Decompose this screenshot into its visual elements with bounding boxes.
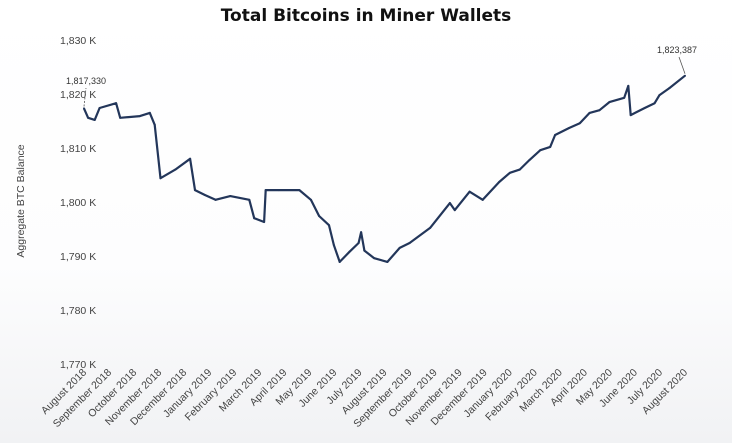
annotation-leader	[678, 56, 686, 74]
data-point	[653, 102, 656, 105]
data-point	[253, 217, 256, 220]
y-tick-label: 1,800 K	[60, 197, 96, 209]
data-point	[539, 149, 542, 152]
data-point	[98, 107, 101, 110]
data-point	[398, 246, 401, 249]
data-point	[159, 177, 162, 180]
data-point	[263, 220, 266, 223]
data-point	[481, 198, 484, 201]
data-point	[623, 96, 626, 99]
data-point	[138, 115, 141, 118]
y-axis-label: Aggregate BTC Balance	[15, 144, 27, 257]
data-point	[668, 87, 671, 90]
data-point	[549, 145, 552, 148]
data-point	[408, 242, 411, 245]
series-line	[82, 74, 686, 263]
data-point	[508, 171, 511, 174]
data-point	[627, 84, 630, 87]
annotation-label: 1,823,387	[657, 45, 697, 55]
y-tick-label: 1,820 K	[60, 89, 96, 101]
data-point	[318, 215, 321, 218]
data-point	[193, 189, 196, 192]
data-point	[684, 74, 686, 77]
data-point	[264, 189, 267, 192]
data-point	[115, 102, 118, 105]
data-point	[373, 257, 376, 260]
data-point	[554, 134, 557, 137]
data-point	[248, 198, 251, 201]
data-point	[498, 181, 501, 184]
data-point	[328, 224, 331, 227]
chart-title: Total Bitcoins in Miner Wallets	[221, 6, 512, 26]
data-point	[203, 193, 206, 196]
data-point	[357, 242, 360, 245]
data-point	[448, 202, 451, 205]
data-point	[148, 111, 151, 114]
data-point	[453, 209, 456, 212]
data-point	[93, 118, 96, 121]
data-point	[174, 168, 177, 171]
data-point	[588, 111, 591, 114]
data-point	[153, 123, 156, 126]
data-point	[363, 249, 366, 252]
data-point	[189, 157, 192, 160]
data-point	[629, 114, 632, 117]
data-point	[528, 158, 531, 161]
data-point	[598, 109, 601, 112]
data-point	[348, 250, 351, 253]
data-point	[332, 244, 335, 247]
data-point	[429, 226, 432, 229]
y-tick-label: 1,780 K	[60, 305, 96, 317]
data-point	[309, 198, 312, 201]
data-point	[83, 107, 85, 110]
data-point	[608, 101, 611, 104]
annotation-leader	[83, 87, 87, 107]
annotation-label: 1,817,330	[66, 76, 106, 86]
data-point	[386, 260, 389, 263]
data-point	[578, 122, 581, 125]
data-point	[468, 190, 471, 193]
y-tick-label: 1,810 K	[60, 143, 96, 155]
y-tick-label: 1,770 K	[60, 359, 96, 371]
data-point	[229, 195, 232, 198]
data-point	[338, 260, 341, 263]
data-point	[214, 198, 217, 201]
data-point	[119, 116, 122, 119]
data-point	[277, 189, 280, 192]
data-point	[87, 116, 90, 119]
data-point	[568, 127, 571, 130]
data-point	[298, 189, 301, 192]
data-point	[658, 94, 661, 97]
y-tick-label: 1,830 K	[60, 35, 96, 47]
data-point	[518, 168, 521, 171]
data-point	[360, 231, 363, 234]
y-tick-label: 1,790 K	[60, 251, 96, 263]
data-point	[643, 107, 646, 110]
